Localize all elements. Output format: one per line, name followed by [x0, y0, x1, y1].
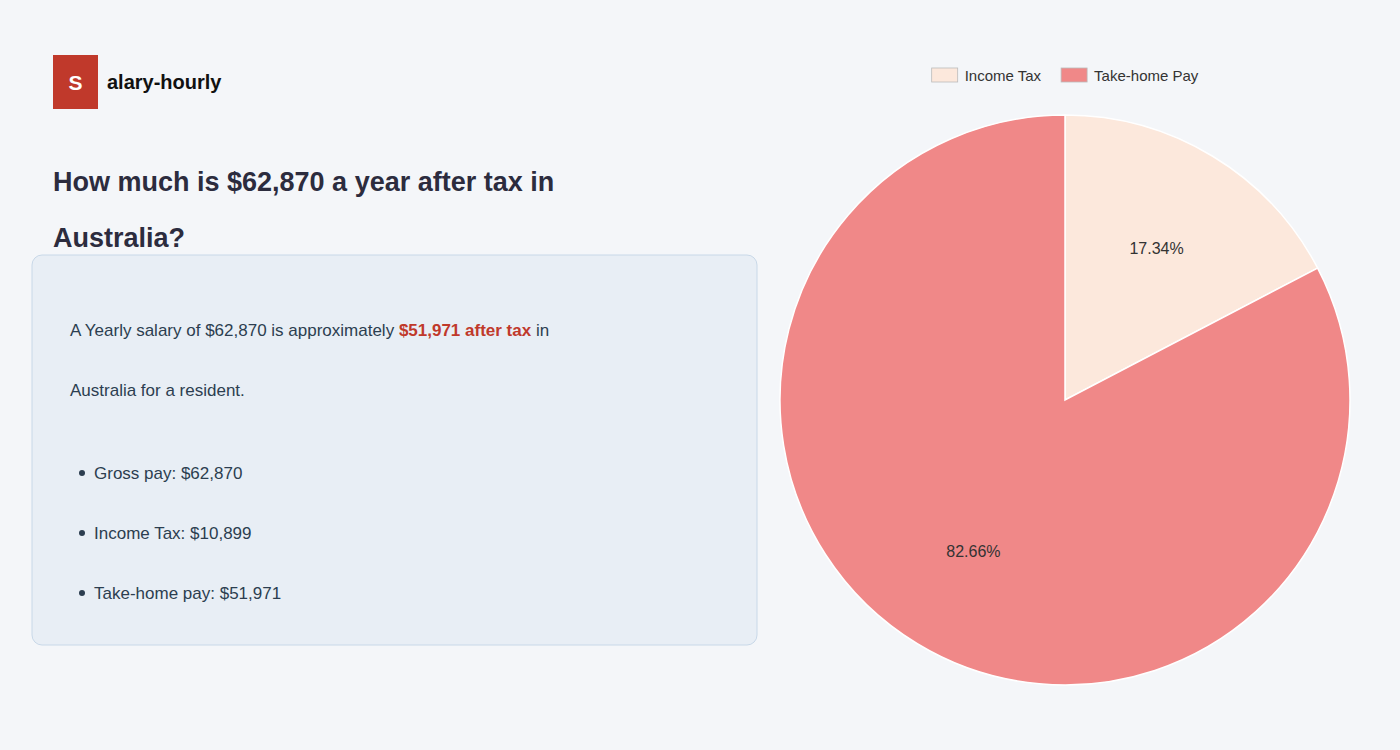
info-box-frame — [32, 255, 757, 645]
title: Australia? — [53, 223, 185, 253]
legend-item: Take-home Pay — [1061, 67, 1199, 84]
data-label: 82.66% — [946, 543, 1000, 560]
pie-slice — [780, 115, 1350, 685]
bullet-text: Income Tax: $10,899 — [94, 524, 252, 543]
data-labels: 17.34% 82.66% — [946, 240, 1183, 559]
bullet-text: Gross pay: $62,870 — [94, 464, 242, 483]
logo-text: alary-hourly — [107, 71, 222, 93]
legend: Income Tax Take-home Pay — [932, 67, 1199, 84]
bullet — [79, 590, 85, 596]
summary-text: A Yearly salary of $62,870 is approximat… — [70, 321, 399, 340]
bullet — [79, 530, 85, 536]
logo-letter: S — [68, 71, 82, 94]
data-label: 17.34% — [1129, 240, 1183, 257]
legend-label: Take-home Pay — [1094, 67, 1199, 84]
bullet-text: Take-home pay: $51,971 — [94, 584, 281, 603]
summary-text: in — [531, 321, 549, 340]
title: How much is $62,870 a year after tax in — [53, 167, 554, 197]
chart: Salary-hourly How much is $62,870 a year … — [0, 0, 1400, 750]
logo: Salary-hourly — [53, 55, 222, 109]
legend-swatch — [1061, 68, 1087, 82]
summary-highlight: $51,971 after tax — [399, 321, 532, 340]
summary-text: Australia for a resident. — [70, 381, 245, 400]
bullet — [79, 470, 85, 476]
pie — [780, 115, 1350, 685]
info-box: A Yearly salary of $62,870 is approximat… — [32, 255, 757, 645]
legend-swatch — [932, 68, 958, 82]
legend-item: Income Tax — [932, 67, 1042, 84]
logo-box — [53, 55, 98, 109]
background — [0, 0, 1400, 750]
legend-label: Income Tax — [965, 67, 1042, 84]
